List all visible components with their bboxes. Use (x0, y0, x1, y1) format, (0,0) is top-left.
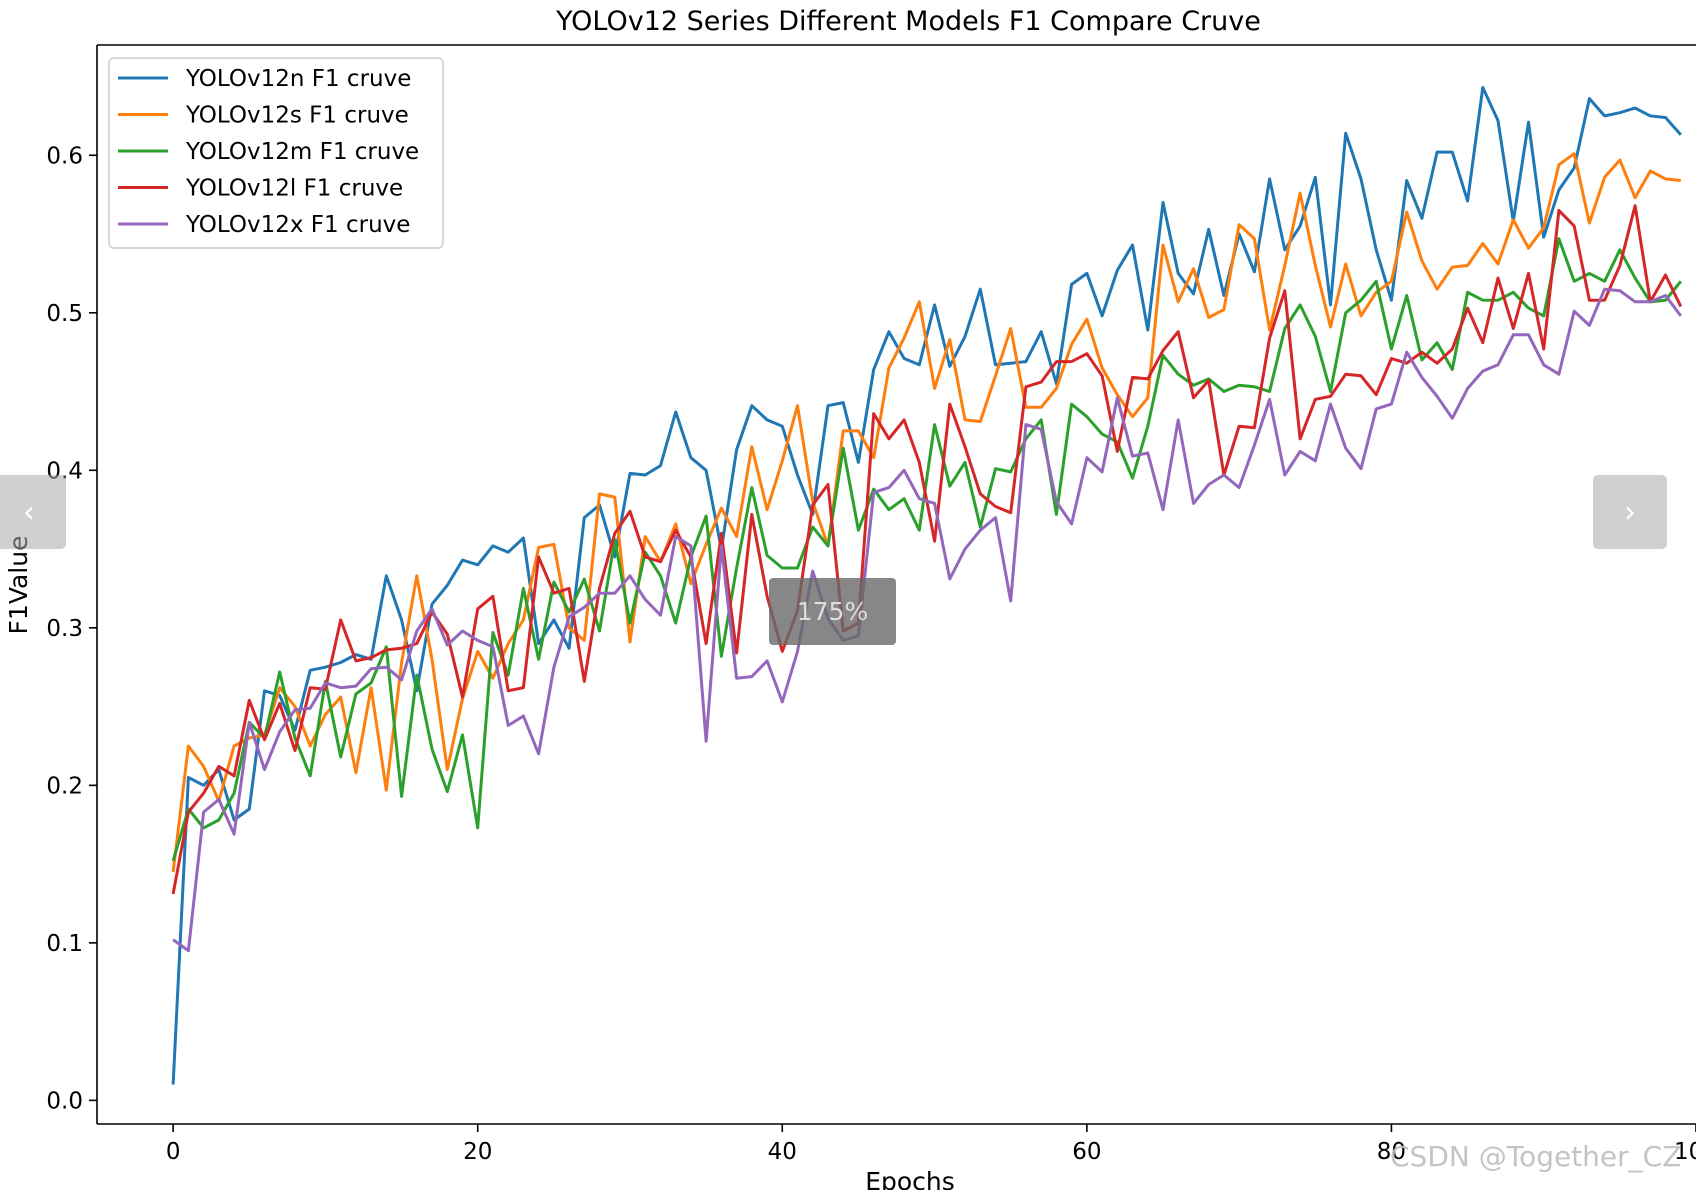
x-tick-label: 20 (463, 1139, 492, 1165)
x-tick-label: 100 (1674, 1139, 1696, 1165)
x-tick-label: 0 (166, 1139, 181, 1165)
legend-label-4: YOLOv12x F1 cruve (185, 212, 410, 238)
legend-label-3: YOLOv12l F1 cruve (185, 176, 403, 202)
zoom-level-badge: 175% (769, 578, 896, 645)
watermark-text: CSDN @Together_CZ (1390, 1140, 1682, 1173)
y-tick-label: 0.6 (46, 143, 83, 169)
series-line-0 (171, 86, 1682, 1085)
x-axis-label: Epochs (865, 1167, 955, 1190)
x-tick-label: 80 (1377, 1139, 1406, 1165)
y-tick-label: 0.3 (46, 616, 83, 642)
y-tick-label: 0.1 (46, 931, 83, 957)
chart-title: YOLOv12 Series Different Models F1 Compa… (555, 6, 1261, 37)
legend-label-1: YOLOv12s F1 cruve (185, 103, 409, 129)
x-tick-label: 40 (768, 1139, 797, 1165)
y-tick-label: 0.5 (46, 301, 83, 327)
next-image-button[interactable]: › (1593, 475, 1667, 549)
legend-box (108, 57, 444, 249)
x-tick-label: 60 (1072, 1139, 1101, 1165)
chevron-right-icon: › (1624, 494, 1636, 530)
y-tick-label: 0.0 (46, 1088, 83, 1114)
legend-label-2: YOLOv12m F1 cruve (185, 139, 419, 165)
series-line-3 (171, 204, 1683, 895)
series-line-4 (172, 287, 1683, 953)
y-axis-label: F1Value (4, 536, 33, 635)
series-line-2 (171, 237, 1682, 862)
previous-image-button[interactable]: ‹ (0, 475, 66, 549)
chevron-left-icon: ‹ (23, 494, 35, 530)
y-tick-label: 0.2 (46, 773, 83, 799)
legend-label-0: YOLOv12n F1 cruve (185, 66, 411, 92)
